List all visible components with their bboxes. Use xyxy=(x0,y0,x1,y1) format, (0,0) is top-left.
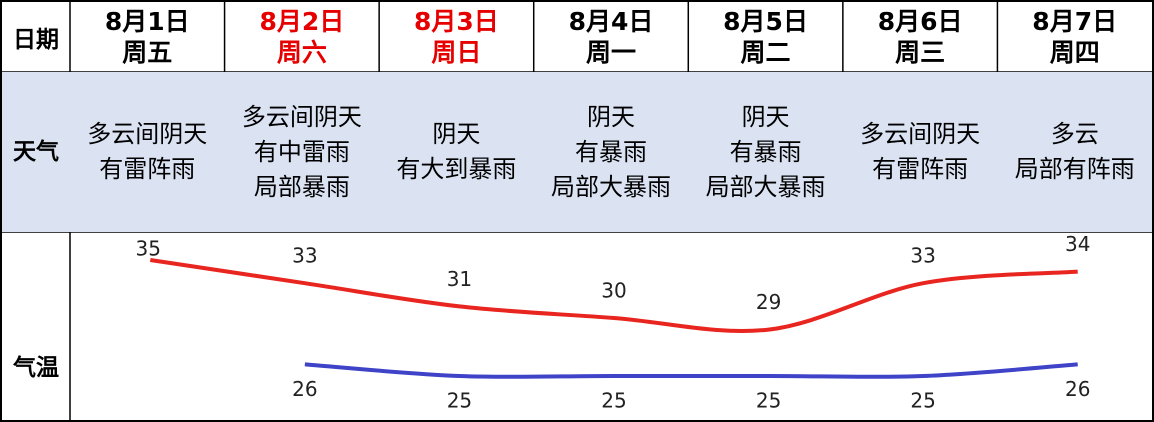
weather-cell: 阴天 有大到暴雨 xyxy=(379,72,534,232)
weather-line: 多云间阴天 xyxy=(860,120,981,148)
high-temp-line xyxy=(149,258,1078,334)
weekday: 周三 xyxy=(895,38,946,67)
low-temp-label: 25 xyxy=(756,389,781,413)
high-temp-label: 31 xyxy=(447,267,472,291)
high-temp-label: 33 xyxy=(292,244,317,268)
weather-line: 有中雷雨 xyxy=(253,137,350,166)
date: 8月5日 xyxy=(723,7,808,36)
date: 8月6日 xyxy=(877,7,963,36)
weekday: 周六 xyxy=(276,38,327,67)
weekday: 周一 xyxy=(585,38,636,67)
weather-cell: 多云间阴天 有雷阵雨 xyxy=(70,72,225,232)
low-temp-label: 25 xyxy=(447,389,472,413)
weekday: 周五 xyxy=(122,38,173,67)
date-cell: 8月3日 周日 xyxy=(379,2,534,72)
date-cell: 8月2日 周六 xyxy=(225,2,380,72)
row-label-text: 气温 xyxy=(13,355,59,381)
date-cell: 8月6日 周三 xyxy=(843,2,998,72)
weather-line: 阴天 xyxy=(586,102,635,131)
weather-line: 局部大暴雨 xyxy=(705,172,826,201)
weather-line: 有雷阵雨 xyxy=(99,155,196,183)
weather-cell: 阴天有暴雨局部大暴雨 xyxy=(688,72,843,232)
date: 8月3日 xyxy=(414,7,499,36)
high-temp-label: 33 xyxy=(910,244,935,268)
row-label: 气温 xyxy=(2,232,70,420)
weather-cell: 阴天有暴雨局部大暴雨 xyxy=(533,72,689,232)
weather-line: 有雷阵雨 xyxy=(872,155,969,183)
weather-line: 多云间阴天 xyxy=(87,120,208,148)
high-temp-label: 35 xyxy=(136,237,161,261)
weather-line: 局部有阵雨 xyxy=(1014,155,1135,183)
low-temp-label: 25 xyxy=(601,389,626,413)
weather-line: 有大到暴雨 xyxy=(396,155,517,183)
date-cell: 8月1日 周五 xyxy=(70,2,225,72)
date-cell: 8月7日 周四 xyxy=(997,2,1152,72)
date-cell: 8月4日 周一 xyxy=(534,2,689,72)
low-temp-label: 25 xyxy=(910,389,935,413)
weather-line: 有暴雨 xyxy=(729,137,802,166)
low-temp-label: 26 xyxy=(1065,377,1090,401)
weather-line: 局部暴雨 xyxy=(253,172,350,201)
weekday: 周日 xyxy=(431,38,482,67)
date-cell: 8月5日 周二 xyxy=(688,2,843,72)
weather-cell: 多云间阴天有中雷雨局部暴雨 xyxy=(224,72,380,232)
low-temp-label: 26 xyxy=(292,377,317,401)
weather-cell: 多云间阴天 有雷阵雨 xyxy=(842,72,998,232)
weather-cell: 多云 局部有阵雨 xyxy=(997,72,1152,232)
high-temp-label: 30 xyxy=(601,279,626,303)
row-label: 日期 xyxy=(2,2,70,72)
weather-line: 有暴雨 xyxy=(574,137,647,166)
weather-line: 阴天 xyxy=(432,120,481,148)
weekday: 周二 xyxy=(740,38,791,67)
row-label-text: 日期 xyxy=(13,27,59,53)
weather-line: 多云间阴天 xyxy=(241,102,362,131)
row-label-text: 天气 xyxy=(13,138,59,165)
date: 8月7日 xyxy=(1032,7,1118,36)
weather-line: 阴天 xyxy=(741,102,790,131)
date: 8月4日 xyxy=(568,7,654,36)
low-temp-line xyxy=(304,362,1078,379)
weekday: 周四 xyxy=(1049,38,1100,67)
high-temp-label: 29 xyxy=(756,290,781,314)
row-label: 天气 xyxy=(2,72,70,232)
high-temp-label: 34 xyxy=(1065,232,1090,256)
date: 8月1日 xyxy=(104,7,190,36)
date: 8月2日 xyxy=(259,7,345,36)
weather-line: 局部大暴雨 xyxy=(550,172,671,201)
weather-line: 多云 xyxy=(1050,120,1099,148)
